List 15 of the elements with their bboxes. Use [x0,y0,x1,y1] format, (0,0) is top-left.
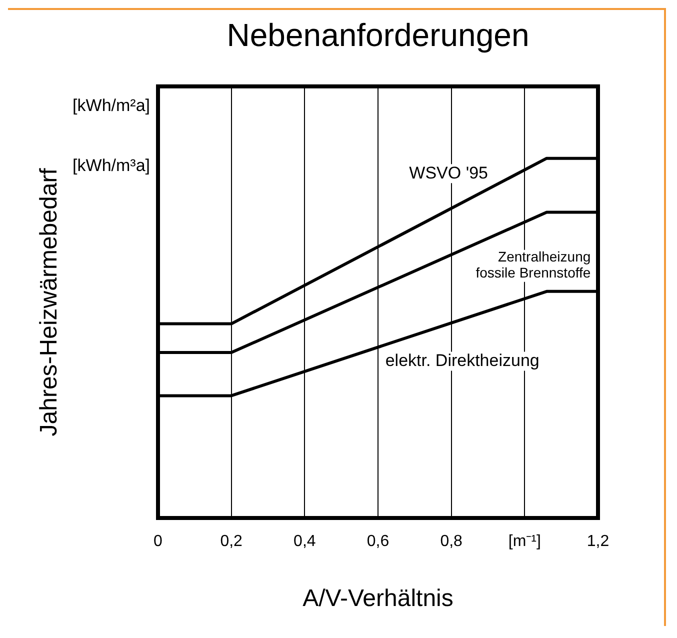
x-tick-label: 0,4 [294,533,316,550]
series-label: elektr. Direktheizung [385,350,540,370]
x-tick-label: [m⁻¹] [508,533,541,550]
x-tick-label: 0,2 [220,533,243,550]
y-axis-title: Jahres-Heizwärmebedarf [36,168,63,436]
text: [kWh/m³a] [72,156,150,176]
x-tick-label: 0 [154,533,163,550]
text: [kWh/m²a] [72,96,150,116]
series-label: Zentralheizung fossile Brennstoffe [476,248,591,281]
x-axis-title: A/V-Verhältnis [302,585,454,612]
series-label: WSVO '95 [409,163,488,182]
x-tick-label: 0,6 [366,533,390,550]
x-tick-label: 0,8 [440,533,463,550]
x-tick-label: 1,2 [586,533,610,550]
chart-title: Nebenanforderungen [226,17,530,54]
